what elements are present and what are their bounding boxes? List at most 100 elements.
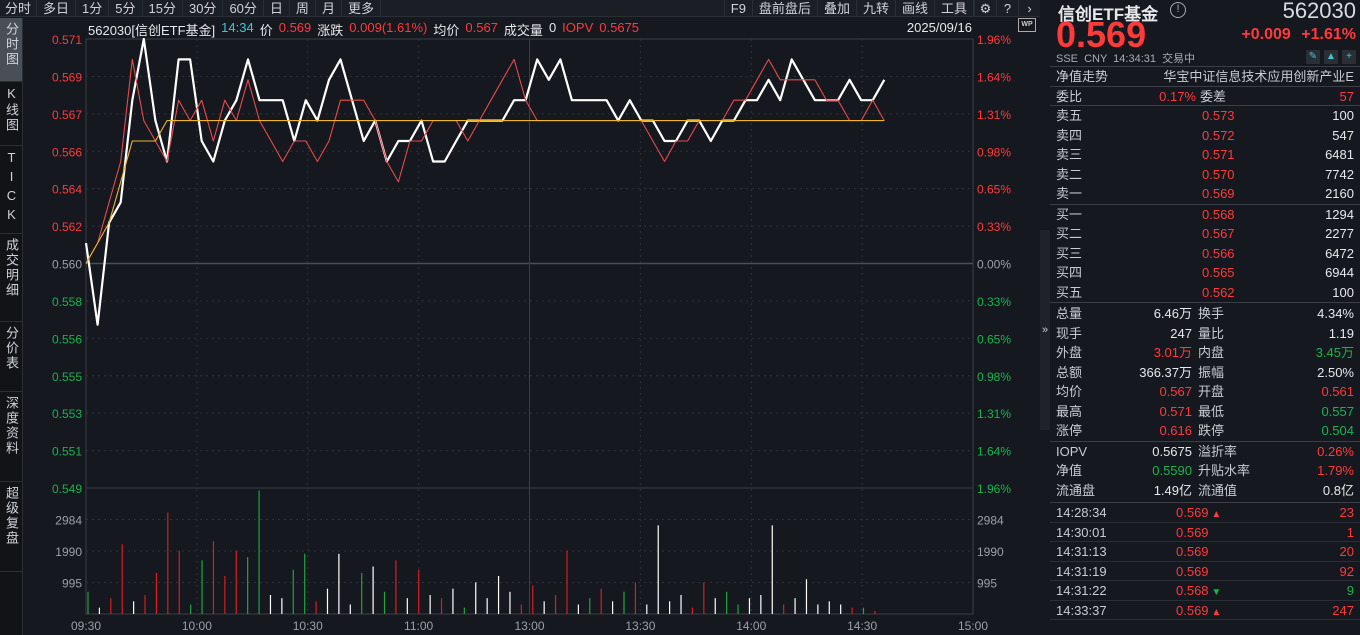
nav-trend-label: 净值走势 [1056,69,1109,84]
stat-value: 0.616 [1159,423,1192,438]
svg-text:1.96%: 1.96% [977,482,1011,496]
quote-panel: 信创ETF基金 ! 562030 0.569 +0.009 +1.61% SSE… [1050,0,1360,635]
tick-time: 14:31:19 [1056,563,1107,579]
orderbook-row[interactable]: 卖三 0.571 6481 [1050,145,1360,165]
tick-row[interactable]: 14:33:37 0.569 ▲ 247 [1050,601,1360,620]
quote-tools: ✎ ▲ + [1306,50,1356,64]
stat-label: 涨停 [1056,423,1083,438]
tick-row[interactable]: 14:28:34 0.569 ▲ 23 [1050,503,1360,523]
exchange: SSE [1056,53,1079,65]
price-label: 价 [259,23,273,38]
tick-row[interactable]: 14:31:19 0.569 92 [1050,562,1360,581]
help-icon[interactable]: ? [996,0,1018,16]
svg-text:1.64%: 1.64% [977,70,1011,84]
svg-text:10:30: 10:30 [293,619,323,633]
stat-label: 均价 [1056,384,1083,399]
level-label: 买五 [1056,284,1083,300]
nav-fenshitu[interactable]: 分时图 [0,18,22,82]
tab-1min[interactable]: 1分 [76,0,110,17]
iopv-value: 0.5675 [599,20,640,35]
tab-duori[interactable]: 多日 [37,0,77,17]
tools-button[interactable]: 工具 [935,0,974,17]
collapse-panel-button[interactable]: » [1040,230,1050,430]
nav-super-replay[interactable]: 超级复盘 [0,482,22,572]
stat-row: 最高 0.571 最低 0.557 [1050,402,1360,422]
tick-row[interactable]: 14:31:13 0.569 20 [1050,542,1360,562]
stat-label: 跌停 [1198,423,1225,438]
tick-time: 14:33:37 [1056,602,1107,618]
edit-icon[interactable]: ✎ [1306,50,1320,64]
price-chart[interactable]: 0.571 0.569 0.567 0.566 0.564 0.562 0.560 0.558… [23,18,1040,635]
security-code: 562030 [1282,0,1356,23]
tab-month[interactable]: 月 [316,0,342,17]
tick-row[interactable]: 14:30:01 0.569 1 [1050,523,1360,542]
orderbook-row[interactable]: 买一 0.568 1294 [1050,205,1360,225]
nav-label: 分价表 [4,326,19,371]
orderbook-row[interactable]: 买四 0.565 6944 [1050,263,1360,283]
draw-line-button[interactable]: 画线 [896,0,935,17]
orderbook-row[interactable]: 买五 0.562 100 [1050,283,1360,303]
orderbook-row[interactable]: 买三 0.566 6472 [1050,244,1360,264]
orderbook-row[interactable]: 买二 0.567 2277 [1050,224,1360,244]
nav-trade-detail[interactable]: 成交明细 [0,234,22,322]
chevron-right-icon[interactable]: › [1018,0,1040,16]
tick-price: 0.569 ▲ [1176,602,1222,618]
svg-text:10:00: 10:00 [182,619,212,633]
bell-icon[interactable]: ▲ [1324,50,1338,64]
stat-value: 0.561 [1321,384,1354,399]
tick-qty: 9 [1346,583,1354,598]
stat-value: 3.01万 [1153,345,1192,360]
nav-depth-info[interactable]: 深度资料 [0,392,22,482]
svg-text:1.64%: 1.64% [977,445,1011,459]
tab-30min[interactable]: 30分 [183,0,224,17]
level-label: 卖一 [1056,186,1083,201]
stat-value: 3.45万 [1315,345,1354,360]
nav-kxiantu[interactable]: K线图 [0,82,22,146]
tab-day[interactable]: 日 [264,0,290,17]
tick-list[interactable]: 14:28:34 0.569 ▲ 23 14:30:01 0.569 1 14:31:13 0… [1050,502,1360,620]
tab-60min[interactable]: 60分 [223,0,264,17]
tab-15min[interactable]: 15分 [143,0,183,17]
tick-row[interactable]: 14:31:22 0.568 ▼ 9 [1050,581,1360,601]
nav-trend-row[interactable]: 净值走势 华宝中证信息技术应用创新产业E [1050,66,1360,86]
tab-5min[interactable]: 5分 [109,0,143,17]
trading-status: 交易中 [1162,53,1196,65]
stat-label: 总量 [1056,306,1083,321]
chart-date: 2025/09/16 [906,20,972,35]
nav-tick[interactable]: TICK [0,146,22,234]
orderbook-row[interactable]: 卖一 0.569 2160 [1050,184,1360,204]
tick-qty: 92 [1339,563,1354,579]
tab-fenshi[interactable]: 分时 [0,0,38,17]
orderbook-row[interactable]: 卖四 0.572 547 [1050,126,1360,146]
svg-text:0.551: 0.551 [52,445,82,459]
orderbook-row[interactable]: 卖五 0.573 100 [1050,106,1360,126]
orderbook-row[interactable]: 卖二 0.570 7742 [1050,165,1360,185]
last-price: 0.569 [1056,14,1147,55]
svg-text:1.96%: 1.96% [977,33,1011,47]
currency: CNY [1084,53,1108,65]
stat-value: 0.26% [1317,443,1354,459]
quote-time: 14:34:31 [1113,53,1156,65]
overlay-button[interactable]: 叠加 [818,0,857,17]
info-icon[interactable]: ! [1170,2,1186,18]
f9-button[interactable]: F9 [723,0,753,17]
svg-text:0.558: 0.558 [52,295,82,309]
tab-week[interactable]: 周 [290,0,316,17]
intraday-chart-panel: 562030[信创ETF基金] 14:34 价 0.569 涨跌 0.009(1… [23,18,1040,635]
level-label: 买一 [1056,206,1083,222]
price-change: +0.009 +1.61% [1241,26,1356,44]
add-icon[interactable]: + [1342,50,1356,64]
svg-text:0.553: 0.553 [52,407,82,421]
stat-value: 0.5590 [1152,463,1192,478]
svg-text:1990: 1990 [977,545,1004,559]
stat-value: 247 [1170,325,1192,341]
nav-price-table[interactable]: 分价表 [0,322,22,392]
gear-icon[interactable]: ⚙ [974,0,996,16]
premarket-button[interactable]: 盘前盘后 [753,0,818,17]
svg-text:09:30: 09:30 [71,619,101,633]
wp-monitor-icon[interactable]: WP [1018,18,1036,32]
tab-more[interactable]: 更多 [342,0,381,17]
svg-text:0.65%: 0.65% [977,332,1011,346]
jiuzhuan-button[interactable]: 九转 [857,0,896,17]
svg-text:0.571: 0.571 [52,33,82,47]
